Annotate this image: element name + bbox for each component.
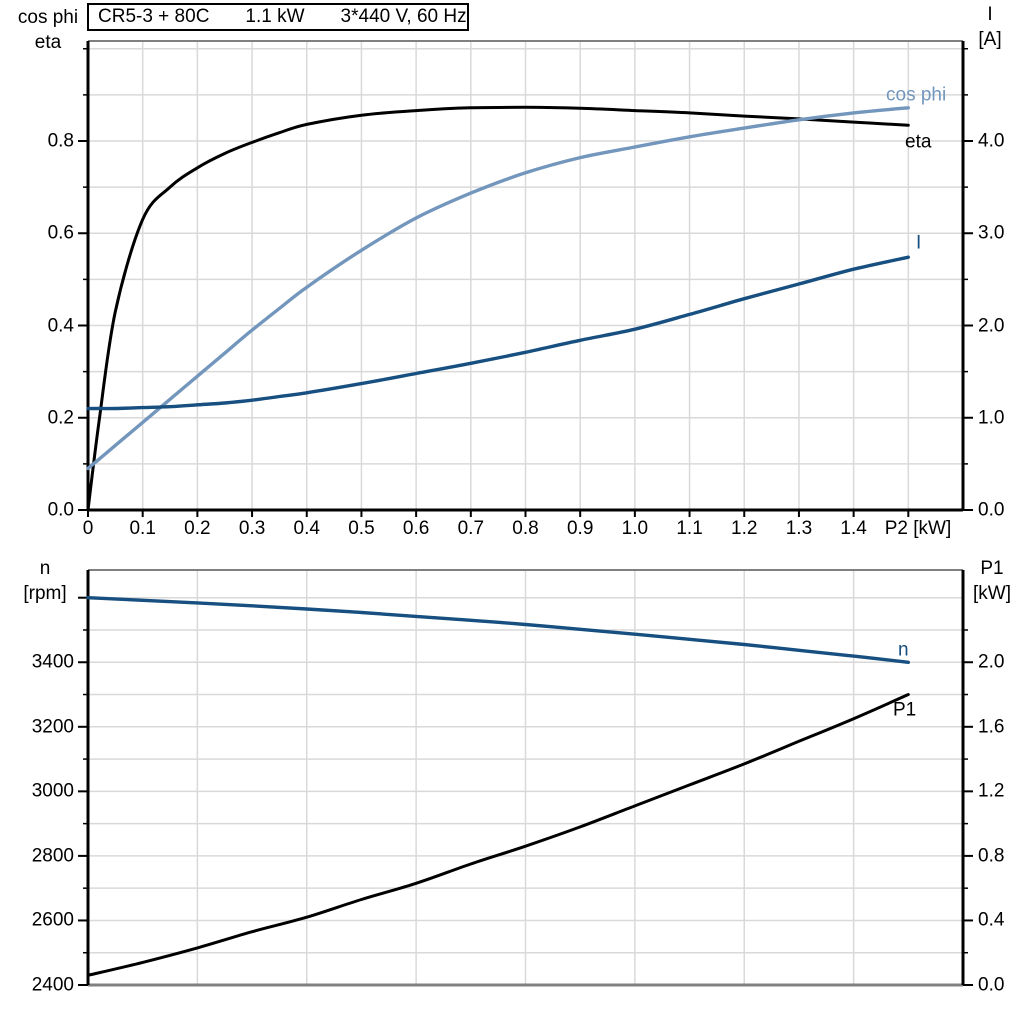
x-axis-unit-label: P2 [kW] — [884, 518, 952, 539]
curve-eta — [86, 105, 910, 512]
curve-label-n: n — [898, 639, 909, 661]
bottom-chart-right-axis-title: P1 [kW] — [963, 556, 1021, 606]
x-tick-label: 1.4 — [840, 518, 867, 539]
curve-label-P1: P1 — [893, 699, 917, 721]
title-rated-power: 1.1 kW — [245, 6, 305, 27]
top-chart-left-axis-title: cos phi eta — [8, 5, 88, 55]
title-voltage-frequency: 3*440 V, 60 Hz — [340, 6, 467, 27]
y-tick-label-left: 0.0 — [47, 499, 74, 521]
curve-n — [86, 596, 910, 664]
y-tick-label-right: 3.0 — [978, 222, 1005, 244]
curve-label-eta: eta — [905, 131, 932, 153]
bottom-chart-left-axis-title: n [rpm] — [5, 556, 85, 606]
y-tick-label-left: 2600 — [31, 909, 74, 931]
y-tick-label-left: 0.2 — [47, 407, 74, 429]
curve-I — [86, 255, 910, 411]
y-tick-label-right: 2.0 — [978, 315, 1005, 336]
y-tick-label-right: 1.0 — [978, 407, 1005, 429]
y-tick-label-left: 0.8 — [47, 130, 74, 152]
axis-title-kw-unit: [kW] — [973, 583, 1011, 604]
curve-label-I: I — [916, 232, 922, 254]
y-tick-label-left: 3000 — [31, 780, 74, 802]
x-tick-label: 1.2 — [731, 518, 758, 539]
x-tick-label: 1.1 — [676, 518, 703, 539]
x-tick-label: 0.5 — [348, 518, 375, 539]
y-tick-label-left: 2800 — [31, 845, 74, 867]
chart-title-box: CR5-3 + 80C 1.1 kW 3*440 V, 60 Hz — [87, 3, 469, 31]
x-tick-label: 0.1 — [129, 518, 156, 539]
axis-title-input-power: P1 — [980, 558, 1004, 579]
curve-cos-phi — [86, 106, 910, 471]
y-tick-label-right: 1.6 — [978, 716, 1005, 738]
axis-title-cos-phi: cos phi — [17, 7, 79, 28]
x-tick-label: 0 — [82, 518, 94, 539]
y-tick-label-right: 4.0 — [978, 130, 1005, 152]
x-tick-label: 0.2 — [184, 518, 211, 539]
y-tick-label-right: 0.4 — [978, 909, 1005, 931]
curve-P1 — [86, 693, 910, 977]
axis-title-ampere-unit: [A] — [978, 29, 1002, 50]
x-tick-label: 1.3 — [785, 518, 813, 539]
axis-title-speed: n — [39, 558, 51, 579]
y-tick-label-right: 0.8 — [978, 845, 1005, 867]
y-tick-label-left: 0.4 — [47, 315, 74, 336]
y-tick-label-left: 2400 — [31, 974, 74, 996]
axis-title-rpm-unit: [rpm] — [23, 583, 67, 604]
axis-title-eta: eta — [34, 32, 62, 53]
x-tick-label: 0.7 — [457, 518, 485, 539]
top-chart-right-axis-title: I [A] — [963, 2, 1017, 52]
curve-label-cos-phi: cos phi — [886, 84, 947, 106]
title-model: CR5-3 + 80C — [98, 6, 210, 27]
x-tick-label: 1.0 — [621, 518, 649, 539]
axis-title-current: I — [987, 4, 993, 25]
x-tick-label: 0.4 — [293, 518, 320, 539]
x-tick-label: 0.8 — [512, 518, 539, 539]
y-tick-label-left: 3200 — [31, 716, 74, 738]
y-tick-label-right: 0.0 — [978, 499, 1005, 521]
y-tick-label-right: 1.2 — [978, 780, 1005, 802]
x-tick-label: 0.6 — [402, 518, 430, 539]
y-tick-label-right: 2.0 — [978, 651, 1005, 673]
y-tick-label-left: 3400 — [31, 651, 74, 673]
y-tick-label-right: 0.0 — [978, 974, 1005, 996]
x-tick-label: 0.9 — [566, 518, 594, 539]
x-tick-label: 0.3 — [238, 518, 266, 539]
y-tick-label-left: 0.6 — [47, 222, 74, 244]
